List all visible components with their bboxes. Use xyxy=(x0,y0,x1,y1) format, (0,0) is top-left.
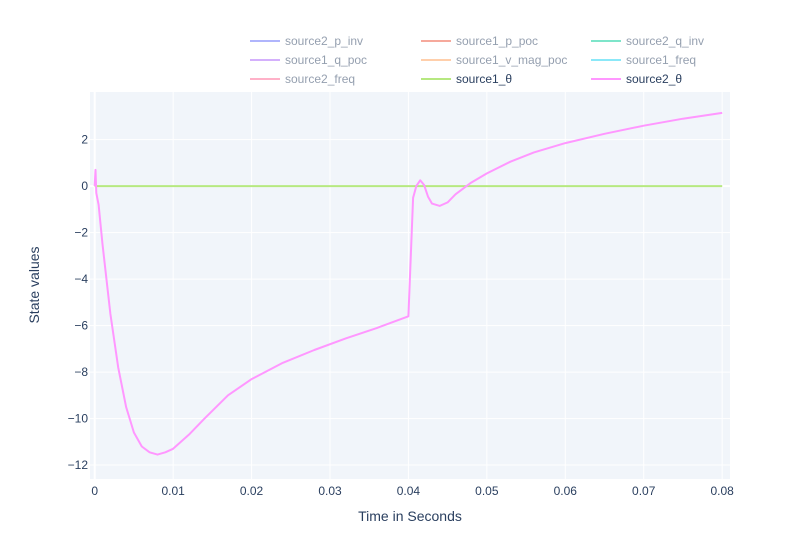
x-tick-label: 0.08 xyxy=(710,484,734,498)
legend-label: source2_p_inv xyxy=(285,34,363,48)
legend-item[interactable]: source2_p_inv xyxy=(250,34,363,48)
legend-item[interactable]: source1_v_mag_poc xyxy=(421,53,567,67)
y-tick-label: −10 xyxy=(68,412,89,426)
legend-label: source1_q_poc xyxy=(285,53,367,67)
x-tick-label: 0.05 xyxy=(475,484,499,498)
y-tick-label: −4 xyxy=(74,272,88,286)
y-tick-label: 0 xyxy=(81,179,88,193)
x-tick-label: 0.03 xyxy=(318,484,342,498)
series-line-source2_θ xyxy=(93,111,723,456)
legend-item[interactable]: source1_θ xyxy=(421,72,512,86)
legend-label: source1_p_poc xyxy=(456,34,538,48)
y-axis-ticks: 2 0 −2 −4 −6 −8 −10 −12 xyxy=(68,133,89,472)
legend-label: source1_v_mag_poc xyxy=(456,53,567,67)
x-tick-label: 0.04 xyxy=(397,484,421,498)
legend-label: source2_freq xyxy=(285,72,355,86)
legend-label: source2_θ xyxy=(626,72,682,86)
legend-item[interactable]: source2_θ xyxy=(591,72,682,86)
y-tick-label: −12 xyxy=(68,458,89,472)
y-tick-label: −8 xyxy=(74,365,88,379)
y-axis-title: State values xyxy=(26,246,42,323)
legend[interactable]: source2_p_inv source1_p_poc source2_q_invs… xyxy=(245,30,730,92)
data-traces xyxy=(93,111,723,456)
x-tick-label: 0.02 xyxy=(240,484,264,498)
legend-item[interactable]: source1_freq xyxy=(591,53,696,67)
x-axis-ticks: 0 0.01 0.02 0.03 0.04 0.05 0.06 0.07 0.08 xyxy=(91,484,734,498)
x-tick-label: 0.07 xyxy=(632,484,656,498)
y-tick-label: 2 xyxy=(81,133,88,147)
y-tick-label: −6 xyxy=(74,319,88,333)
legend-label: source1_freq xyxy=(626,53,696,67)
legend-label: source2_q_inv xyxy=(626,34,704,48)
legend-item[interactable]: source2_freq xyxy=(250,72,355,86)
y-tick-label: −2 xyxy=(74,226,88,240)
x-tick-label: 0 xyxy=(91,484,98,498)
legend-background xyxy=(245,30,730,92)
legend-label: source1_θ xyxy=(456,72,512,86)
x-tick-label: 0.01 xyxy=(161,484,185,498)
legend-item[interactable]: source1_p_poc xyxy=(421,34,538,48)
x-axis-title: Time in Seconds xyxy=(358,508,462,524)
legend-item[interactable]: source1_q_poc xyxy=(250,53,367,67)
x-tick-label: 0.06 xyxy=(554,484,578,498)
legend-item[interactable]: source2_q_inv xyxy=(591,34,704,48)
